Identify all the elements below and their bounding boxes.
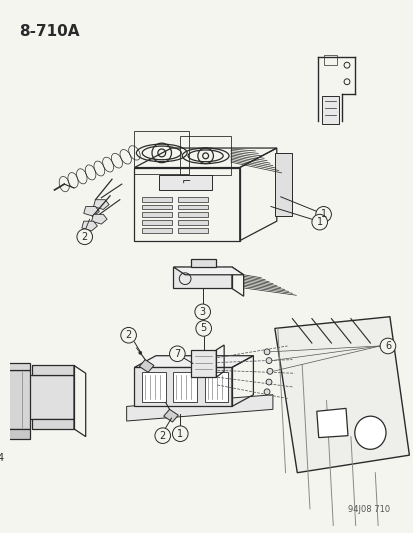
Text: 6: 6 [384,341,390,351]
Circle shape [266,358,271,364]
Polygon shape [142,212,171,217]
Polygon shape [190,350,216,377]
Text: 94J08 710: 94J08 710 [347,505,389,514]
Polygon shape [190,259,216,267]
Polygon shape [126,395,272,421]
Text: 2: 2 [159,431,166,441]
Polygon shape [134,356,253,367]
Polygon shape [159,175,212,190]
Polygon shape [173,372,196,401]
Circle shape [77,229,92,245]
Polygon shape [83,206,99,216]
Circle shape [263,349,269,355]
Polygon shape [274,153,292,216]
Polygon shape [91,214,107,224]
Circle shape [195,321,211,336]
Polygon shape [178,212,207,217]
Polygon shape [27,375,74,419]
Text: 1: 1 [316,217,322,227]
Text: 7: 7 [174,349,180,359]
Circle shape [169,346,185,361]
Polygon shape [178,228,207,233]
Polygon shape [316,408,347,438]
Text: 2: 2 [81,232,88,242]
Polygon shape [142,220,171,225]
Polygon shape [142,197,171,201]
Circle shape [266,379,271,385]
Text: 3: 3 [199,307,205,317]
Polygon shape [178,220,207,225]
Circle shape [311,214,327,230]
Polygon shape [0,370,30,429]
Polygon shape [0,362,30,370]
Polygon shape [82,221,97,231]
Text: 1: 1 [320,209,326,220]
Circle shape [154,428,170,443]
Polygon shape [142,205,171,209]
Text: 5: 5 [200,324,206,334]
Circle shape [266,368,272,374]
Circle shape [379,338,395,354]
Text: 8-710A: 8-710A [19,24,80,39]
Polygon shape [321,96,338,124]
Polygon shape [134,367,231,407]
Polygon shape [173,267,243,275]
Polygon shape [32,419,74,429]
Circle shape [0,450,9,466]
Circle shape [138,351,141,354]
Text: ⌐: ⌐ [181,178,190,188]
Circle shape [195,304,210,320]
Circle shape [315,206,330,222]
Polygon shape [0,429,30,439]
Polygon shape [93,200,109,209]
Text: 1: 1 [177,429,183,439]
Polygon shape [178,197,207,201]
Polygon shape [142,228,171,233]
Polygon shape [173,267,231,288]
Text: 4: 4 [0,453,4,463]
Polygon shape [139,360,154,372]
Polygon shape [32,366,74,375]
Circle shape [121,327,136,343]
Polygon shape [142,372,165,401]
Polygon shape [163,409,178,422]
Circle shape [172,426,188,441]
Ellipse shape [354,416,385,449]
Polygon shape [178,205,207,209]
Polygon shape [204,372,228,401]
Circle shape [263,389,269,395]
Text: 2: 2 [125,330,131,340]
Polygon shape [274,317,408,473]
